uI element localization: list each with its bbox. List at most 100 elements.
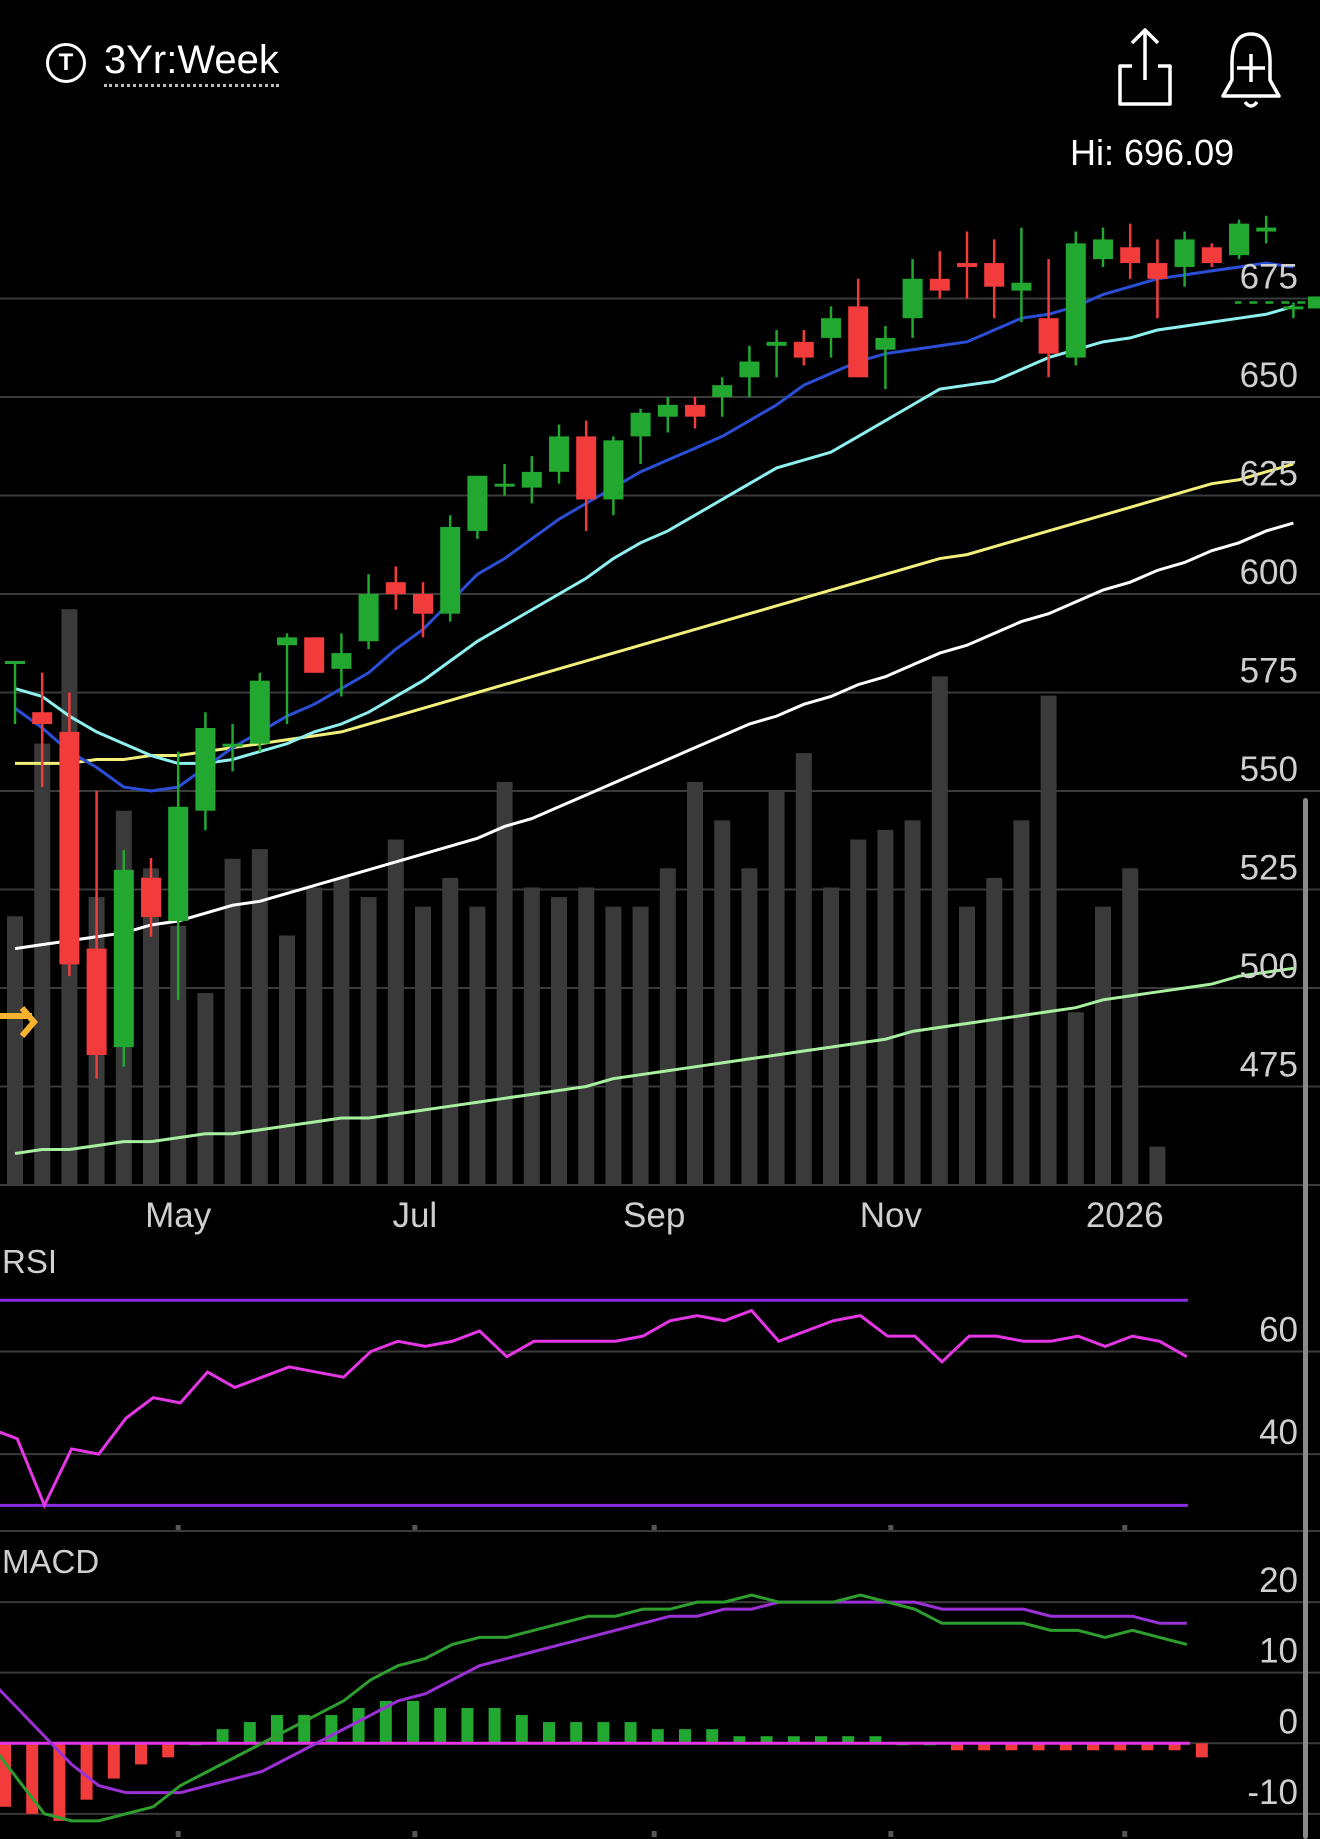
volume-bar bbox=[959, 906, 975, 1185]
volume-bar bbox=[415, 906, 431, 1185]
macd-signal-line bbox=[0, 1600, 1187, 1795]
candle-body bbox=[168, 806, 189, 922]
macd-histogram-bar bbox=[80, 1743, 93, 1800]
candle-body bbox=[86, 948, 107, 1055]
macd-histogram-bar bbox=[543, 1722, 555, 1744]
macd-histogram-bar bbox=[651, 1729, 664, 1744]
price-tick-label: 475 bbox=[1240, 1046, 1298, 1085]
macd-histogram-bar bbox=[733, 1736, 746, 1744]
candle-body bbox=[603, 440, 624, 500]
macd-histogram-bar bbox=[679, 1729, 691, 1744]
rsi-tick-label: 40 bbox=[1259, 1413, 1298, 1452]
macd-histogram-bar bbox=[951, 1743, 963, 1751]
candle-body bbox=[875, 337, 896, 350]
candle-body bbox=[385, 582, 406, 594]
rsi-tick-label: 60 bbox=[1259, 1311, 1298, 1350]
candle-body bbox=[984, 263, 1005, 287]
candle-body bbox=[195, 727, 216, 811]
price-tick-label: 575 bbox=[1240, 652, 1298, 691]
candle-body bbox=[249, 680, 270, 744]
volume-bar bbox=[469, 906, 486, 1185]
macd-histogram-bar bbox=[135, 1743, 147, 1765]
macd-histogram-bar bbox=[352, 1707, 365, 1744]
macd-histogram-bar bbox=[461, 1707, 474, 1744]
volume-bar bbox=[795, 753, 812, 1185]
macd-histogram-bar bbox=[1141, 1743, 1154, 1751]
volume-bar bbox=[251, 849, 268, 1185]
candle-body bbox=[1174, 239, 1195, 267]
volume-bar bbox=[442, 877, 459, 1185]
volume-bar bbox=[360, 897, 377, 1185]
candle-body bbox=[929, 278, 950, 291]
volume-bar bbox=[632, 906, 649, 1185]
volume-bar bbox=[551, 897, 567, 1185]
current-marker-icon bbox=[0, 1006, 38, 1038]
candle-body bbox=[1065, 243, 1086, 358]
macd-histogram-bar bbox=[1114, 1743, 1127, 1751]
candle-body bbox=[331, 653, 352, 669]
timeframe-label: 3Yr:Week bbox=[104, 38, 279, 87]
volume-bar bbox=[659, 868, 676, 1185]
candle-body bbox=[440, 527, 461, 614]
volume-bar bbox=[823, 887, 839, 1185]
macd-histogram-bar bbox=[1032, 1743, 1045, 1751]
ma50-line bbox=[15, 462, 1294, 765]
macd-histogram-bar bbox=[434, 1707, 447, 1744]
candle-body bbox=[113, 869, 134, 1048]
volume-bar bbox=[170, 925, 187, 1185]
candle-body bbox=[1283, 306, 1304, 310]
volume-bar bbox=[1149, 1146, 1166, 1185]
candles bbox=[5, 215, 1320, 1079]
candle-body bbox=[630, 412, 651, 437]
macd-histogram-bar bbox=[243, 1722, 256, 1744]
macd-histogram-bar bbox=[760, 1736, 773, 1744]
rsi-line bbox=[0, 1308, 1188, 1510]
candle-body bbox=[5, 660, 25, 664]
scrollbar[interactable] bbox=[1303, 798, 1308, 1839]
volume-bar bbox=[1095, 906, 1111, 1185]
candle-body bbox=[467, 475, 488, 531]
candle-body bbox=[1093, 239, 1113, 260]
macd-histogram-bar bbox=[488, 1707, 501, 1744]
macd-histogram-bar bbox=[162, 1743, 175, 1758]
macd-histogram-bar bbox=[0, 1743, 11, 1807]
add-alert-icon[interactable] bbox=[1216, 24, 1286, 114]
macd-pane: MACD 20 10 0 -10 bbox=[0, 1543, 1320, 1823]
ma200-line bbox=[14, 966, 1294, 1155]
volume-bar bbox=[143, 868, 159, 1185]
macd-histogram-bar bbox=[978, 1743, 991, 1751]
macd-histogram-bar bbox=[597, 1722, 610, 1744]
timeframe-selector[interactable]: T 3Yr:Week bbox=[46, 38, 279, 87]
share-icon[interactable] bbox=[1110, 24, 1180, 114]
macd-histogram-bar bbox=[624, 1722, 637, 1744]
volume-bar bbox=[931, 676, 948, 1185]
candle-body bbox=[141, 877, 161, 918]
macd-histogram-bar bbox=[842, 1736, 855, 1744]
volume-bar bbox=[850, 839, 867, 1185]
volume-bar bbox=[523, 887, 540, 1185]
macd-histogram-bar bbox=[107, 1743, 120, 1779]
volume-bar bbox=[605, 906, 622, 1185]
candle-body bbox=[821, 318, 841, 338]
macd-histogram-bar bbox=[53, 1743, 66, 1821]
candle-body bbox=[793, 341, 814, 358]
macd-histogram-bar bbox=[515, 1715, 528, 1744]
high-label: Hi: 696.09 bbox=[1070, 132, 1235, 173]
macd-histogram-bar bbox=[869, 1736, 882, 1744]
candle-body bbox=[358, 594, 379, 642]
time-tick-label: 2026 bbox=[1086, 1196, 1164, 1235]
candle-body bbox=[1256, 227, 1277, 232]
macd-tick-label: 10 bbox=[1259, 1632, 1298, 1671]
volume-bar bbox=[714, 820, 731, 1185]
candle-body bbox=[222, 743, 243, 747]
candle-body bbox=[304, 637, 325, 673]
macd-tick-label: 20 bbox=[1259, 1561, 1298, 1600]
macd-histogram-bar bbox=[570, 1722, 583, 1744]
volume-bar bbox=[306, 887, 323, 1185]
macd-histogram-bar bbox=[1168, 1743, 1181, 1751]
candle-body bbox=[576, 436, 597, 500]
volume-bar bbox=[578, 887, 595, 1185]
macd-histogram-bar bbox=[216, 1729, 229, 1744]
candle-body bbox=[1011, 282, 1032, 291]
